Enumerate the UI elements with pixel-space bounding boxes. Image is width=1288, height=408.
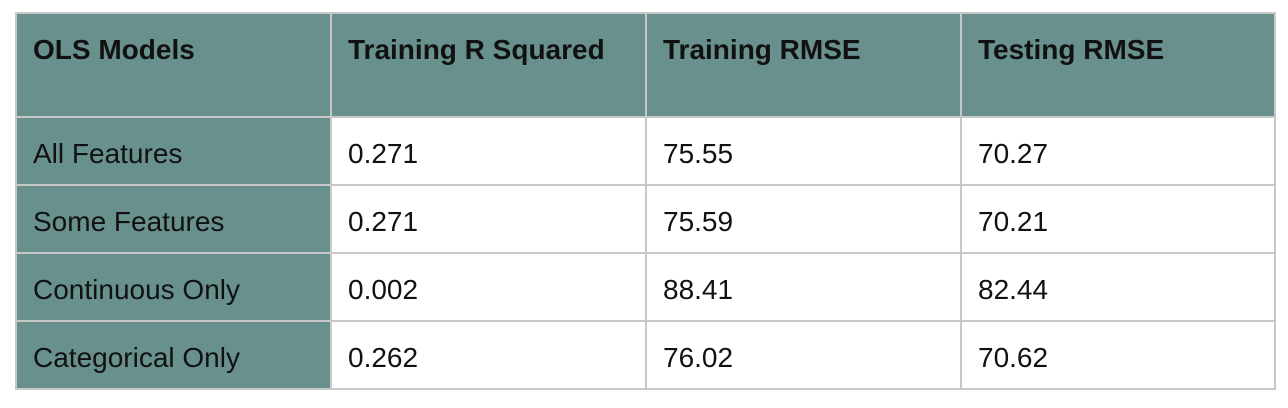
table-row: Continuous Only 0.002 88.41 82.44 bbox=[15, 252, 1276, 322]
results-table: OLS Models Training R Squared Training R… bbox=[15, 12, 1276, 390]
training-rmse-cell: 75.55 bbox=[645, 116, 962, 186]
header-cell-testing-rmse: Testing RMSE bbox=[960, 12, 1276, 118]
testing-rmse-cell: 70.27 bbox=[960, 116, 1276, 186]
table-row: Categorical Only 0.262 76.02 70.62 bbox=[15, 320, 1276, 390]
training-r-squared-cell: 0.002 bbox=[330, 252, 647, 322]
training-r-squared-cell: 0.271 bbox=[330, 184, 647, 254]
training-r-squared-cell: 0.271 bbox=[330, 116, 647, 186]
row-label: Continuous Only bbox=[15, 252, 332, 322]
training-rmse-cell: 88.41 bbox=[645, 252, 962, 322]
table-row: Some Features 0.271 75.59 70.21 bbox=[15, 184, 1276, 254]
row-label: Categorical Only bbox=[15, 320, 332, 390]
header-row: OLS Models Training R Squared Training R… bbox=[15, 12, 1276, 118]
training-rmse-cell: 76.02 bbox=[645, 320, 962, 390]
training-rmse-cell: 75.59 bbox=[645, 184, 962, 254]
header-cell-ols-models: OLS Models bbox=[15, 12, 332, 118]
header-cell-training-r-squared: Training R Squared bbox=[330, 12, 647, 118]
table-body: All Features 0.271 75.55 70.27 Some Feat… bbox=[15, 116, 1276, 390]
testing-rmse-cell: 70.62 bbox=[960, 320, 1276, 390]
table-row: All Features 0.271 75.55 70.27 bbox=[15, 116, 1276, 186]
training-r-squared-cell: 0.262 bbox=[330, 320, 647, 390]
table-header: OLS Models Training R Squared Training R… bbox=[15, 12, 1276, 118]
row-label: All Features bbox=[15, 116, 332, 186]
header-cell-training-rmse: Training RMSE bbox=[645, 12, 962, 118]
testing-rmse-cell: 70.21 bbox=[960, 184, 1276, 254]
row-label: Some Features bbox=[15, 184, 332, 254]
testing-rmse-cell: 82.44 bbox=[960, 252, 1276, 322]
